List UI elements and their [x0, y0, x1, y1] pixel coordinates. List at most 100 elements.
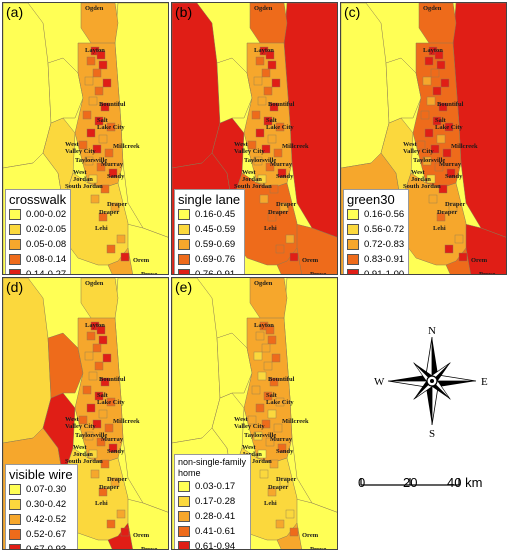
city-label: Draper	[99, 484, 120, 491]
tract-cell	[88, 371, 98, 381]
city-label: Ogden	[423, 5, 442, 12]
tract-cell	[434, 50, 444, 60]
tract-cell	[92, 144, 102, 154]
map-legend: crosswalk 0.00-0.02 0.02-0.05 0.05-0.08 0.08…	[5, 189, 72, 274]
map-region-lakeBelt	[216, 57, 253, 124]
city-label: Layton	[85, 47, 105, 54]
tract-cell	[96, 50, 106, 60]
legend-row: 0.61-0.94	[178, 539, 246, 549]
legend-swatch	[347, 269, 359, 274]
city-label: Provo	[310, 546, 327, 550]
tract-cell	[444, 122, 454, 132]
tract-cell	[78, 415, 88, 425]
map-region-lakeBelt	[385, 57, 422, 124]
legend-class-label: 0.30-0.42	[26, 499, 67, 510]
tract-cell	[432, 86, 442, 96]
tract-cell	[90, 469, 100, 479]
legend-row: 0.42-0.52	[9, 512, 73, 527]
tract-cell	[267, 134, 277, 144]
legend-row: 0.56-0.72	[347, 222, 404, 237]
legend-row: 0.00-0.02	[9, 207, 66, 222]
city-label: West Jordan	[242, 444, 262, 458]
legend-class-label: 0.02-0.05	[26, 224, 67, 235]
tract-cell	[279, 202, 289, 212]
tract-cell	[120, 527, 130, 537]
tract-cell	[275, 397, 285, 407]
city-label: Lehi	[95, 500, 108, 507]
legend-class-label: 0.67-0.93	[26, 544, 67, 550]
city-label: Bountiful	[437, 101, 464, 108]
map-panel-c: (c) Ogden Layton Bountiful Salt Lake City West…	[340, 2, 507, 275]
legend-class-label: 0.17-0.28	[195, 496, 236, 507]
city-label: Salt Lake City	[97, 392, 125, 406]
panel-label: (d)	[6, 279, 24, 295]
legend-swatch	[178, 254, 190, 265]
tract-cell	[279, 477, 289, 487]
city-label: Murray	[270, 436, 293, 443]
legend-class-label: 0.45-0.59	[195, 224, 236, 235]
tract-cell	[428, 194, 438, 204]
scale-bar-line	[360, 478, 460, 486]
city-label: Draper	[445, 201, 466, 208]
legend-swatch	[178, 481, 190, 492]
tract-cell	[422, 76, 432, 86]
legend-row: 0.17-0.28	[178, 494, 246, 509]
city-label: South Jordan	[65, 183, 103, 190]
city-label: Millcreek	[282, 418, 309, 425]
legend-swatch	[9, 484, 21, 495]
tract-cell	[100, 184, 110, 194]
tract-cell	[92, 419, 102, 429]
tract-cell	[273, 148, 283, 158]
city-label: Provo	[310, 271, 327, 275]
tract-cell	[86, 331, 96, 341]
tract-cell	[84, 431, 94, 441]
tract-cell	[263, 116, 273, 126]
legend-swatch	[347, 254, 359, 265]
tract-cell	[261, 419, 271, 429]
tract-cell	[275, 122, 285, 132]
city-label: Bountiful	[99, 101, 126, 108]
tract-cell	[94, 86, 104, 96]
tract-cell	[88, 449, 98, 459]
city-label: West Jordan	[73, 169, 93, 183]
tract-cell	[84, 156, 94, 166]
city-label: Salt Lake City	[266, 392, 294, 406]
choropleth-map	[3, 3, 168, 274]
scale-tick-20: 20	[403, 475, 418, 490]
tract-cell	[104, 148, 114, 158]
legend-class-label: 0.91-1.00	[364, 269, 405, 275]
legend-row: 0.30-0.42	[9, 497, 73, 512]
legend-row: 0.45-0.59	[178, 222, 240, 237]
tract-cell	[253, 351, 263, 361]
tract-cell	[100, 102, 110, 112]
tract-cell	[253, 431, 263, 441]
tract-cell	[90, 194, 100, 204]
city-label: Layton	[423, 47, 443, 54]
tract-cell	[92, 343, 102, 353]
tract-cell	[106, 397, 116, 407]
legend-swatch	[178, 224, 190, 235]
tract-cell	[98, 409, 108, 419]
city-label: West Valley City	[65, 141, 96, 155]
north-arrow-icon: N S E W	[374, 325, 488, 440]
city-label: Draper	[437, 209, 458, 216]
legend-row: 0.76-0.91	[178, 267, 240, 274]
scale-tick-0: 0	[358, 475, 366, 490]
legend-class-label: 0.05-0.08	[26, 239, 67, 250]
tract-cell	[426, 174, 436, 184]
map-region-nwMountain	[3, 278, 52, 444]
legend-swatch	[9, 529, 21, 540]
tract-cell	[267, 60, 277, 70]
city-label: West Jordan	[242, 169, 262, 183]
tract-cell	[82, 110, 92, 120]
city-label: Draper	[276, 476, 297, 483]
legend-class-label: 0.69-0.76	[195, 254, 236, 265]
tract-cell	[436, 212, 446, 222]
panel-label: (b)	[175, 4, 193, 20]
tract-cell	[255, 128, 265, 138]
tract-cell	[289, 252, 299, 262]
city-label: Sandy	[276, 448, 294, 455]
scale-bar: 0 20 40 km	[355, 475, 485, 515]
tract-cell	[100, 377, 110, 387]
tract-cell	[88, 174, 98, 184]
